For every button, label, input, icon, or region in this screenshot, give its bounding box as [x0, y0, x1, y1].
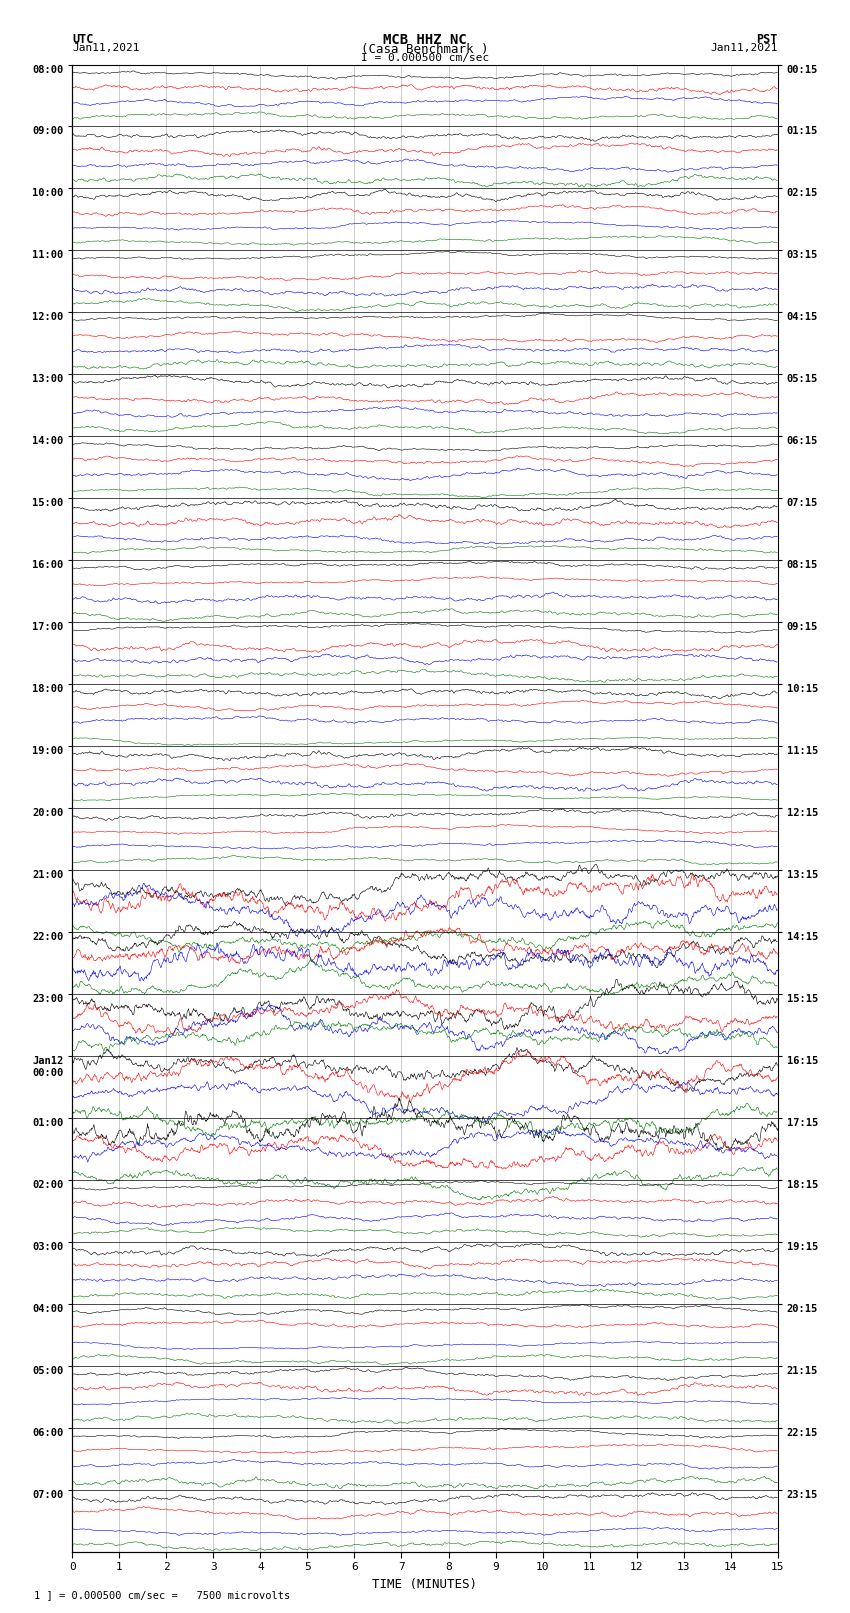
Text: PST: PST	[756, 32, 778, 47]
Text: (Casa Benchmark ): (Casa Benchmark )	[361, 44, 489, 56]
Text: MCB HHZ NC: MCB HHZ NC	[383, 32, 467, 47]
Text: 1 ] = 0.000500 cm/sec =   7500 microvolts: 1 ] = 0.000500 cm/sec = 7500 microvolts	[34, 1590, 290, 1600]
Text: Jan11,2021: Jan11,2021	[711, 44, 778, 53]
Text: Jan11,2021: Jan11,2021	[72, 44, 139, 53]
Text: UTC: UTC	[72, 32, 94, 47]
X-axis label: TIME (MINUTES): TIME (MINUTES)	[372, 1578, 478, 1590]
Text: I = 0.000500 cm/sec: I = 0.000500 cm/sec	[361, 53, 489, 63]
